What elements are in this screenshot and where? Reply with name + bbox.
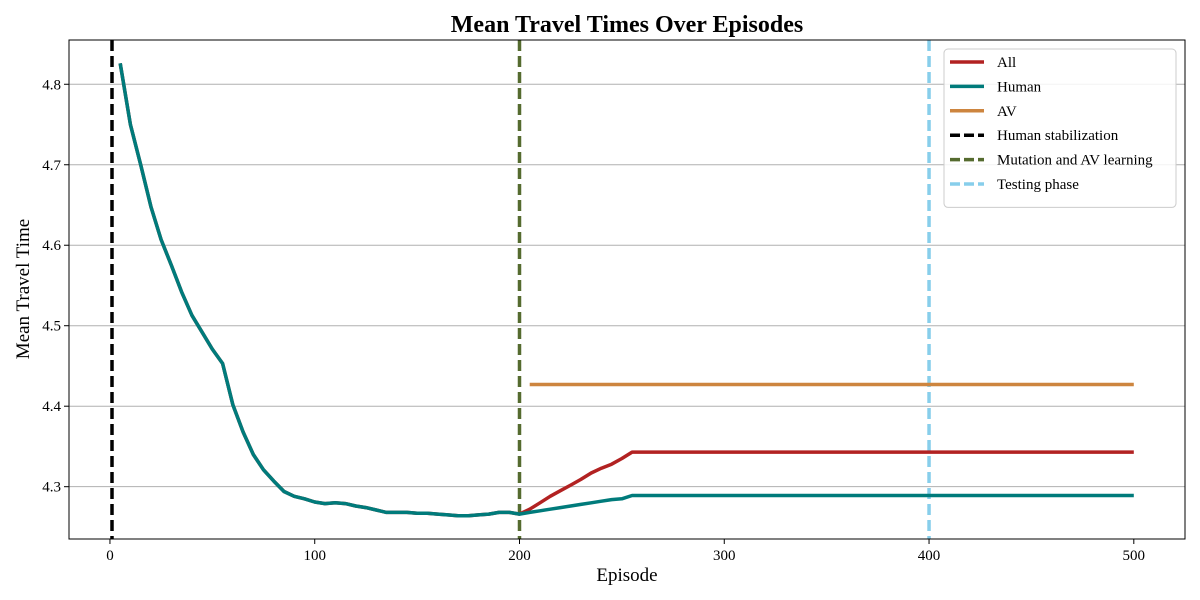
legend: All Human AV Human stabilization Mutation an…	[943, 48, 1177, 208]
legend-box	[943, 48, 1177, 208]
x-axis-ticks: 0 100 200 300 400 500	[106, 539, 1145, 564]
plot-frame	[68, 39, 1186, 540]
series-lines	[118, 63, 1134, 518]
x-tick-label-1: 100	[303, 548, 326, 564]
x-axis-label: Episode	[596, 565, 657, 586]
y-tick-label-4: 4.7	[42, 158, 61, 174]
x-tick-label-5: 500	[1123, 548, 1146, 564]
series-line-1	[118, 63, 1134, 518]
x-tick-label-4: 400	[918, 548, 941, 564]
vertical-markers	[110, 40, 931, 539]
legend-label-4: Mutation and AV learning	[997, 153, 1153, 169]
legend-label-2: AV	[997, 104, 1017, 120]
legend-label-3: Human stabilization	[997, 128, 1119, 144]
y-axis-ticks: 4.3 4.4 4.5 4.6 4.7 4.8	[42, 77, 69, 496]
y-tick-label-3: 4.6	[42, 238, 61, 254]
x-tick-label-0: 0	[106, 548, 114, 564]
y-tick-label-5: 4.8	[42, 77, 61, 93]
y-tick-label-2: 4.5	[42, 319, 61, 335]
y-tick-label-0: 4.3	[42, 480, 61, 496]
legend-label-0: All	[997, 55, 1016, 71]
y-tick-label-1: 4.4	[42, 399, 61, 415]
legend-label-5: Testing phase	[997, 177, 1079, 193]
x-tick-label-3: 300	[713, 548, 736, 564]
legend-label-1: Human	[997, 79, 1042, 95]
y-axis-label: Mean Travel Time	[13, 219, 34, 359]
x-tick-label-2: 200	[508, 548, 531, 564]
chart-title: Mean Travel Times Over Episodes	[451, 12, 803, 38]
